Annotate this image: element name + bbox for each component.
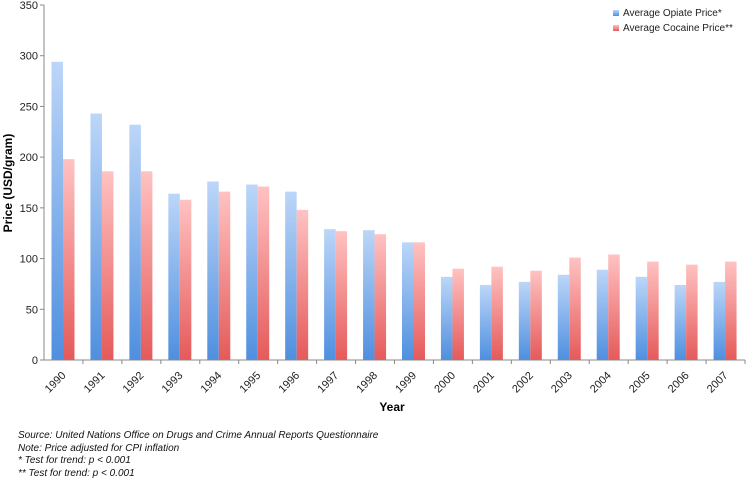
legend-swatch-cocaine [613,25,619,31]
cocaine-bar-1994 [219,192,231,360]
y-tick-label-0: 0 [32,355,38,367]
cocaine-bar-1991 [102,171,114,360]
opiate-bar-2003 [558,275,570,360]
x-tick-label-1992: 1992 [121,370,147,396]
y-tick-label-250: 250 [20,101,38,113]
cocaine-bar-1999 [414,242,426,360]
x-tick-label-2003: 2003 [549,370,575,396]
x-tick-label-2006: 2006 [666,370,692,396]
legend-label-opiate: Average Opiate Price* [623,8,722,19]
opiate-bar-2007 [714,282,726,360]
opiate-bar-1996 [285,192,297,360]
opiate-bar-2000 [441,277,453,360]
x-tick-label-1994: 1994 [199,370,225,396]
cocaine-trend-note: ** Test for trend: p < 0.001 [18,468,378,480]
y-axis-ticks: 0 50 100 150 200 250 300 350 [20,0,44,367]
cocaine-bar-1993 [180,200,192,360]
x-tick-label-2007: 2007 [705,370,731,396]
y-tick-label-300: 300 [20,51,38,63]
y-tick-label-50: 50 [26,304,38,316]
cocaine-bar-2007 [725,262,737,360]
x-tick-label-1996: 1996 [276,370,302,396]
opiate-bar-1999 [402,242,414,360]
x-tick-label-1993: 1993 [160,370,186,396]
x-axis-title: Year [379,400,405,414]
opiate-bar-1997 [324,229,336,360]
opiate-bar-1990 [52,62,64,360]
opiate-bar-2006 [675,285,687,360]
y-tick-label-150: 150 [20,203,38,215]
cocaine-bar-1996 [297,210,309,360]
cocaine-bar-2005 [647,262,659,360]
x-tick-label-1991: 1991 [82,370,108,396]
legend: Average Opiate Price* Average Cocaine Pri… [613,8,733,34]
cocaine-bar-2000 [452,269,464,360]
x-tick-label-2002: 2002 [510,370,536,396]
y-tick-label-350: 350 [20,0,38,12]
cocaine-bar-1995 [258,187,270,360]
bars-group [52,62,737,360]
cocaine-bar-2002 [530,271,542,360]
x-tick-label-1995: 1995 [238,370,264,396]
cocaine-bar-2004 [608,255,620,360]
x-tick-label-1999: 1999 [393,370,419,396]
legend-swatch-opiate [613,10,619,16]
opiate-bar-1992 [129,125,141,360]
cocaine-bar-2003 [569,258,581,360]
opiate-trend-note: * Test for trend: p < 0.001 [18,455,378,468]
opiate-bar-1994 [207,181,219,360]
chart-notes: Source: United Nations Office on Drugs a… [18,430,378,480]
cocaine-bar-2006 [686,265,698,360]
cocaine-bar-1998 [375,234,387,360]
cocaine-bar-2001 [491,267,503,360]
opiate-bar-1995 [246,185,258,360]
x-tick-label-1997: 1997 [315,370,341,396]
opiate-bar-1991 [90,114,102,360]
y-axis-title: Price (USD/gram) [1,134,15,233]
opiate-bar-2005 [636,277,648,360]
x-tick-label-2004: 2004 [588,370,614,396]
opiate-bar-1993 [168,194,180,360]
legend-label-cocaine: Average Cocaine Price** [623,23,733,34]
source-note: Source: United Nations Office on Drugs a… [18,430,378,443]
y-tick-label-200: 200 [20,152,38,164]
opiate-bar-2002 [519,282,531,360]
opiate-bar-2001 [480,285,492,360]
cocaine-bar-1990 [63,159,75,360]
inflation-note: Note: Price adjusted for CPI inflation [18,443,378,456]
x-tick-label-2005: 2005 [627,370,653,396]
x-tick-label-2001: 2001 [471,370,497,396]
x-tick-label-1998: 1998 [354,370,380,396]
x-tick-label-2000: 2000 [432,370,458,396]
cocaine-bar-1997 [336,231,348,360]
x-axis-ticks: 1990 1991 1992 1993 1994 1995 1996 1997 1998 1999… [43,360,745,395]
cocaine-bar-1992 [141,171,153,360]
x-tick-label-1990: 1990 [43,370,69,396]
y-tick-label-100: 100 [20,254,38,266]
opiate-bar-2004 [597,270,609,360]
opiate-bar-1998 [363,230,375,360]
